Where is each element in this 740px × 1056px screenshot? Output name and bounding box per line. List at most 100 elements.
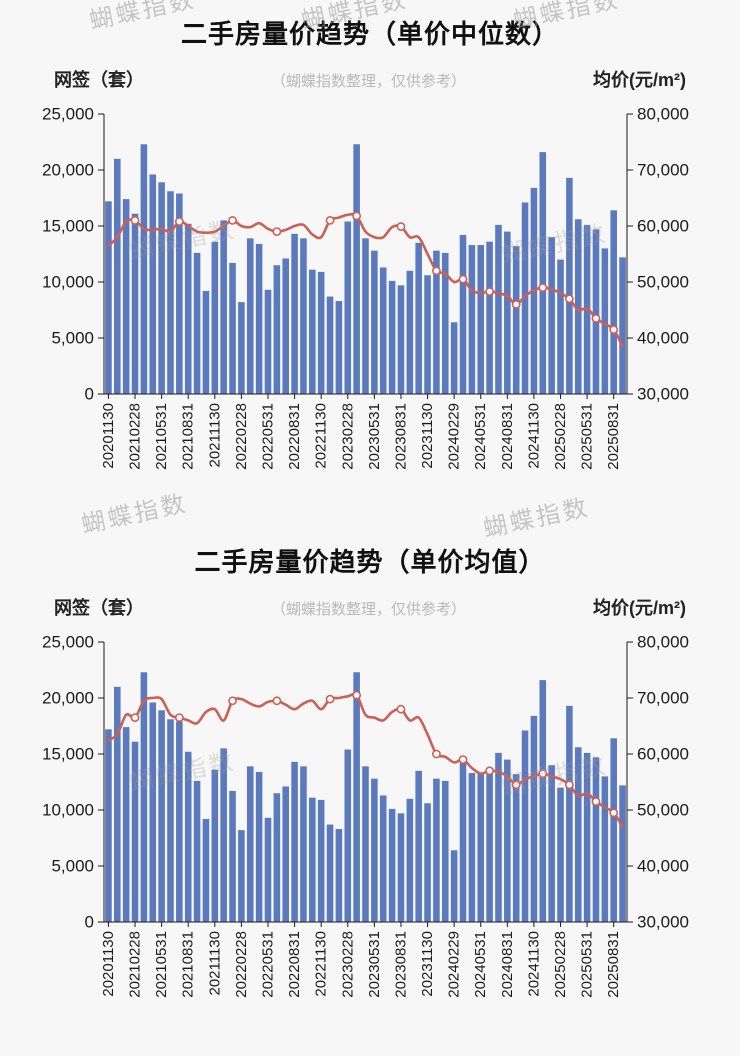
volume-bar [317,271,325,394]
volume-bar [521,202,529,394]
volume-bar [255,243,263,394]
volume-bar [300,766,307,922]
volume-bar [122,199,130,394]
price-line-marker [432,749,441,759]
x-axis-label: 20240229 [446,403,463,470]
volume-bar [335,301,343,394]
volume-bar [193,780,201,922]
x-axis-label: 20230831 [392,931,409,998]
volume-bar [574,219,582,394]
volume-bar [450,322,458,394]
volume-bar [193,252,201,394]
volume-bar [149,174,157,394]
x-axis-label: 20230531 [366,931,383,998]
left-axis-tick-label: 15,000 [42,217,94,236]
volume-bar [229,262,236,394]
volume-bar [264,817,272,922]
volume-bar [264,289,272,394]
volume-bar [202,818,210,922]
volume-bar [619,785,626,922]
price-line-marker [228,696,237,706]
x-axis-label: 20231130 [419,931,436,997]
chart-title-mean: 二手房量价趋势（单价均值） [194,547,546,577]
volume-bar [131,213,139,394]
price-line-marker [325,694,335,704]
right-axis-title: 均价(元/m²) [592,598,686,618]
price-line [107,212,624,348]
volume-bar [406,270,414,394]
volume-bar [238,830,245,922]
volume-bar [255,771,263,922]
price-line-marker [458,274,468,284]
x-axis-label: 20250831 [605,931,622,998]
median-price-chart: 0 5,000 10,000 15,000 20,000 25,000 30,000 40,0… [42,105,689,470]
volume-bar [557,259,564,394]
x-axis-label: 20250228 [552,931,569,998]
x-axis-label: 20220831 [286,403,303,470]
volume-bar [326,296,334,394]
volume-bar [601,776,609,922]
x-axis-label: 20250831 [605,403,622,470]
volume-bar [211,241,219,394]
volume-bar [317,799,325,922]
x-axis-label: 20250228 [552,403,569,470]
volume-bar [246,766,254,922]
left-axis-title: 网签（套） [54,598,144,618]
volume-bar [486,769,493,922]
price-line-marker [228,216,237,225]
volume-bar [415,242,422,394]
volume-bar [291,233,298,394]
x-axis-label: 20230228 [339,931,356,998]
volume-bar [504,231,511,394]
volume-bar [371,778,378,922]
price-line-marker [352,690,362,700]
x-axis-label: 20241130 [525,931,542,997]
right-axis-tick-label: 70,000 [637,689,689,708]
volume-bar [122,727,130,922]
price-line-marker [272,227,282,236]
volume-bar [140,672,148,922]
price-line-marker [609,325,619,334]
x-axis-label: 20250531 [579,403,596,470]
volume-bar [477,245,485,394]
price-line-marker [432,266,441,276]
right-axis-tick-label: 60,000 [637,745,689,764]
volume-bar [149,702,157,922]
x-axis-label: 20220228 [233,931,250,998]
volume-bar [486,241,493,394]
price-line-marker [511,299,521,309]
left-axis-tick-label: 0 [85,385,94,404]
price-line [107,692,624,829]
left-axis-tick-label: 5,000 [51,857,94,876]
left-axis-tick-label: 5,000 [51,329,94,348]
chart-section-mean: 二手房量价趋势（单价均值） 网签（套） （蝴蝶指数整理，仅供参考） 均价(元/m… [0,528,740,1056]
volume-bar [309,797,316,922]
volume-bar [530,715,538,922]
volume-bar [566,705,573,922]
right-axis-tick-label: 50,000 [637,273,689,292]
x-axis-label: 20250531 [579,931,596,998]
volume-bar [424,275,431,394]
volume-bar [601,248,609,394]
volume-bar [114,686,121,922]
volume-bar [504,759,511,922]
right-axis-tick-label: 70,000 [637,161,689,180]
volume-bar [300,238,307,394]
volume-bar [326,824,334,922]
volume-bar [335,829,343,922]
x-axis-label: 20220831 [286,931,303,998]
volume-bar [246,238,254,394]
volume-bar [468,245,476,394]
price-line-marker [609,808,619,818]
volume-bar [539,680,547,922]
volume-bar [512,774,520,922]
volume-bar [557,787,564,922]
volume-bar [291,761,298,922]
volume-bar [397,285,405,394]
chart-subtitle: （蝴蝶指数整理，仅供参考） [270,601,466,618]
right-axis-tick-label: 40,000 [637,329,689,348]
volume-bar [548,765,555,922]
volume-bar [441,252,449,394]
volume-bar [344,749,352,922]
price-line-marker [130,216,140,225]
